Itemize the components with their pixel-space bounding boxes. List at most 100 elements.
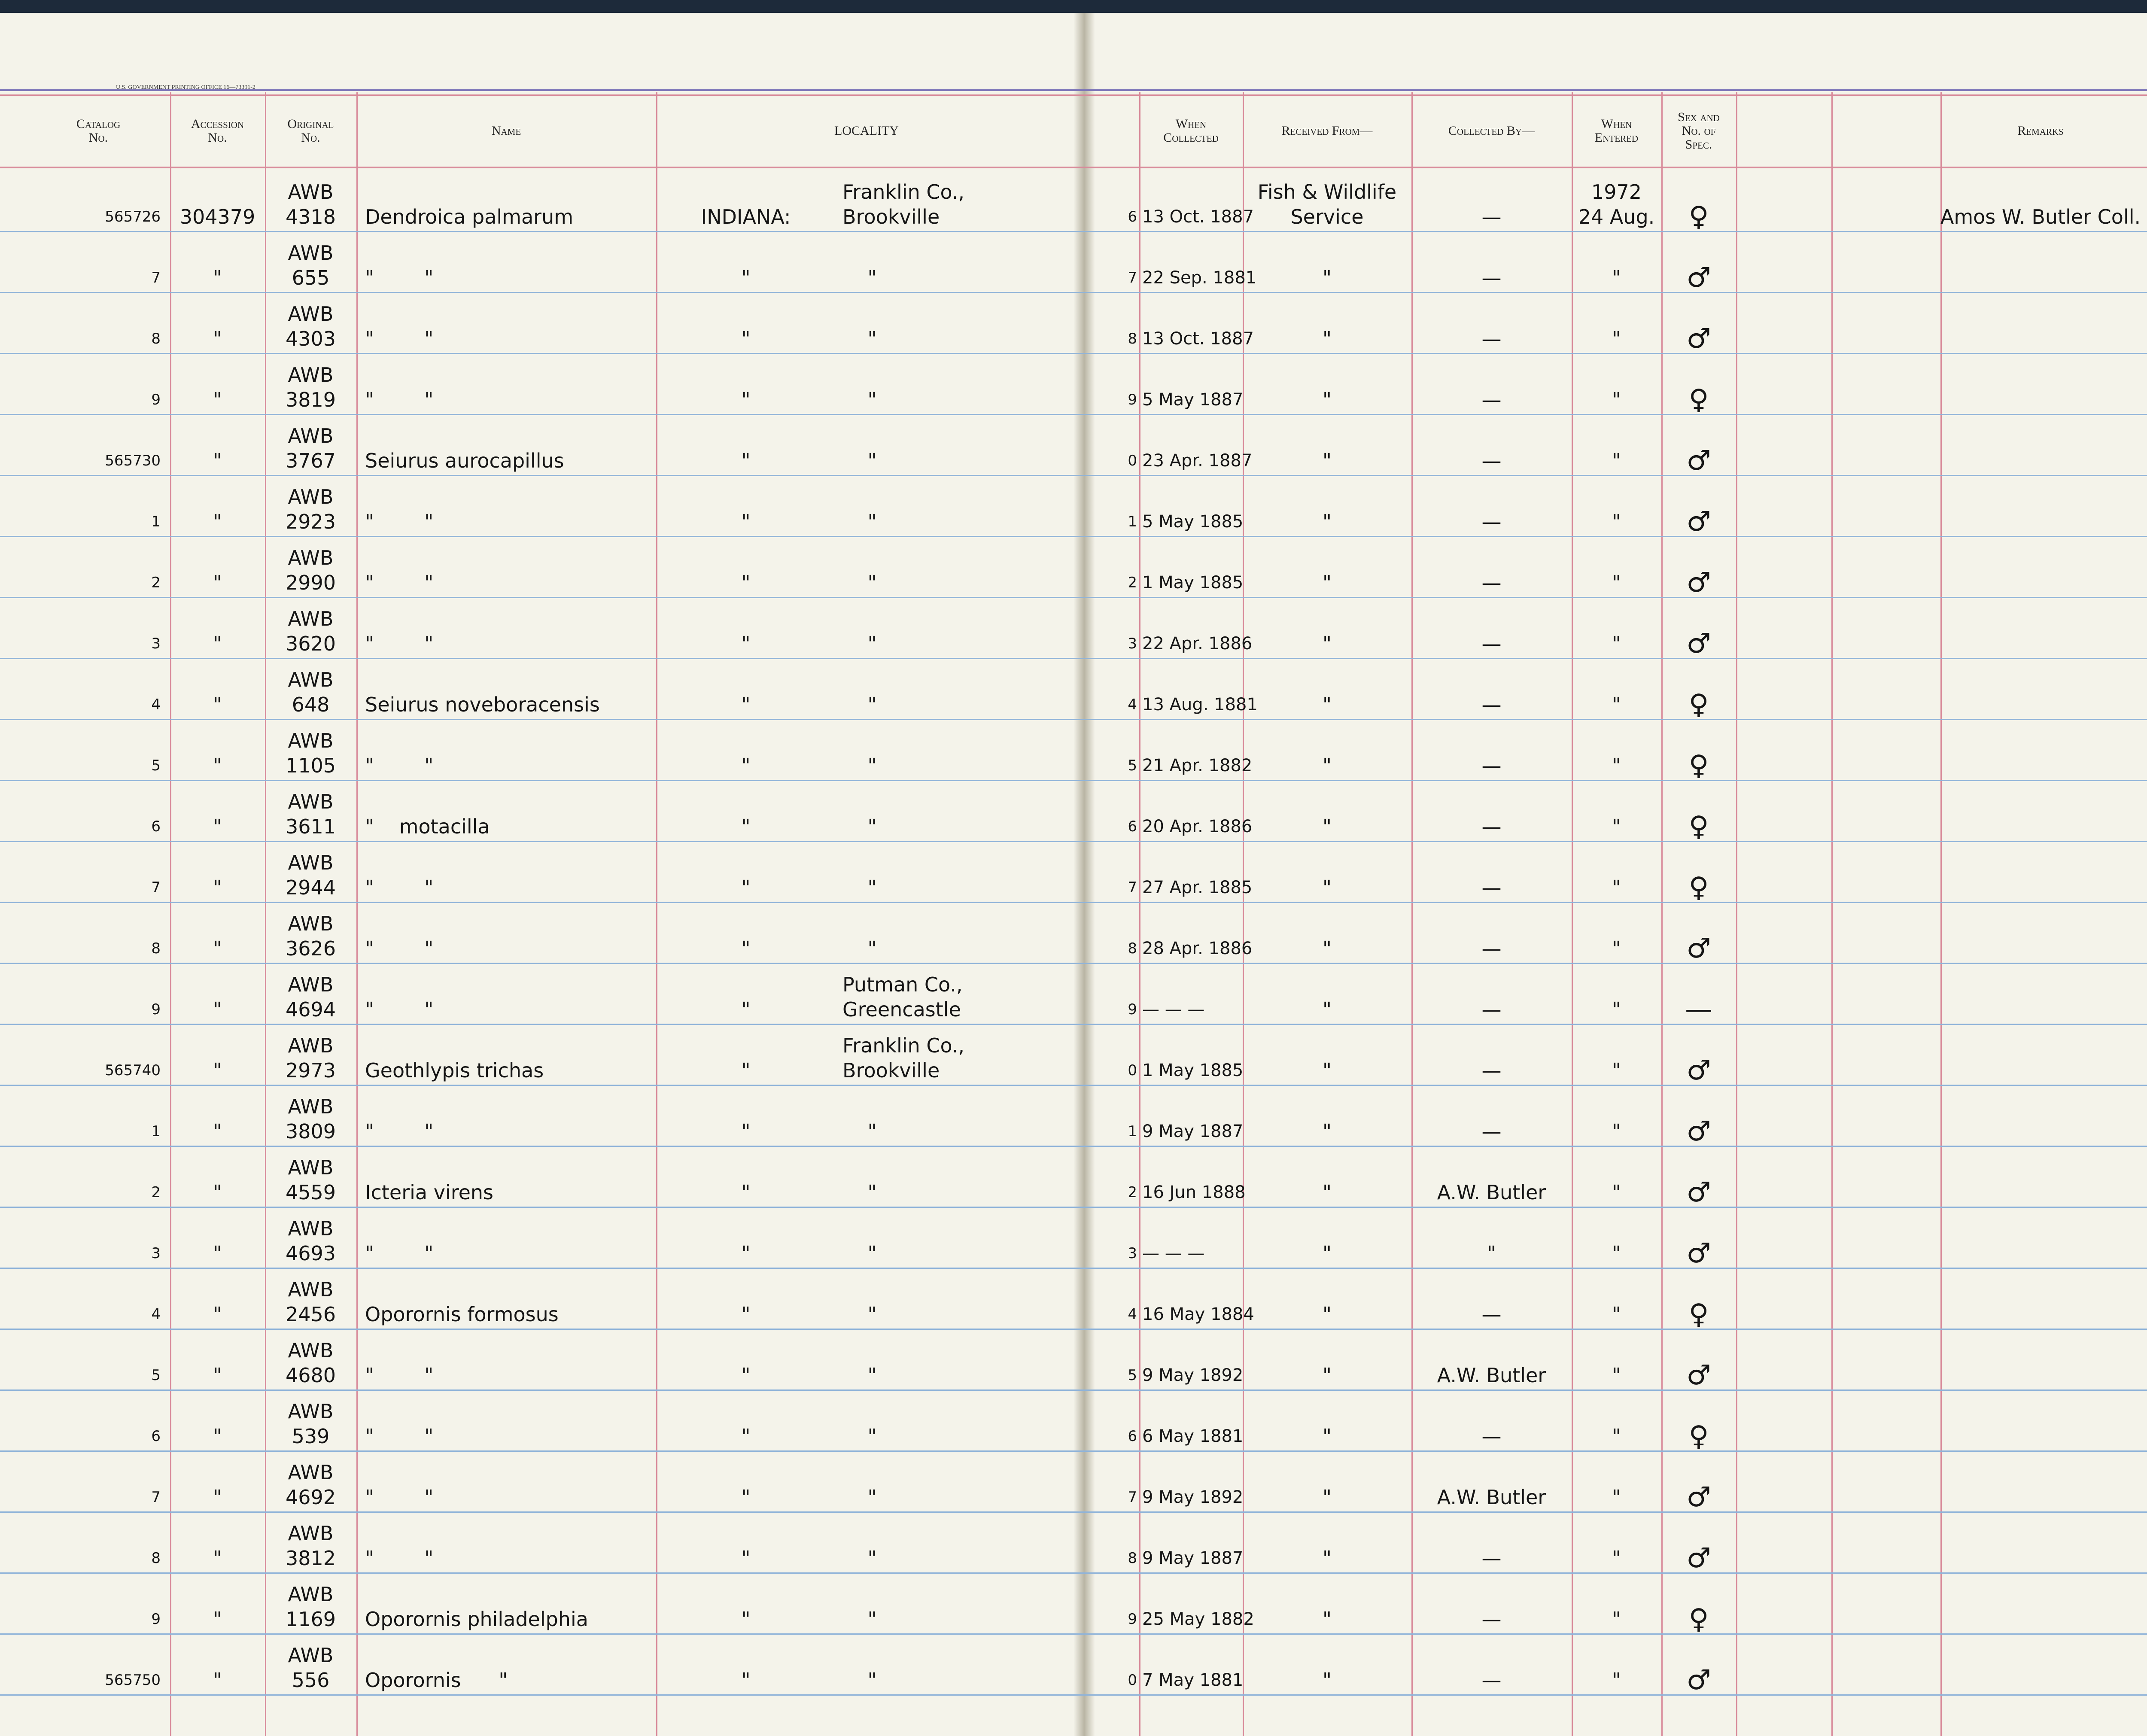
cell-loc-b: ": [842, 479, 1074, 534]
cell-text: ": [741, 1547, 751, 1570]
cell-text: 22 Sep. 1881: [1142, 268, 1257, 288]
cell-entered: ": [1572, 784, 1661, 839]
cell-sex: ♂: [1661, 1638, 1736, 1694]
cell-entered: ": [1572, 1516, 1661, 1571]
cell-collected: 9 May 1892: [1142, 1455, 1245, 1510]
cell-text: 7: [1128, 269, 1137, 286]
cell-accession: 304379: [170, 174, 265, 229]
cell-text: Amos W. Butler Coll.: [1940, 205, 2141, 228]
cell-text: 2: [151, 574, 161, 591]
cell-accession: ": [170, 1638, 265, 1693]
cell-text: ": [842, 815, 877, 838]
cell-collector: —: [1411, 906, 1572, 961]
cell-entered: ": [1572, 1211, 1661, 1266]
cell-loc-a: ": [670, 662, 822, 717]
cell-catalog: 565740: [27, 1028, 161, 1083]
cell-text: ": [842, 327, 877, 350]
cell-text: ": [741, 937, 751, 960]
cell-text: ": [213, 1059, 222, 1082]
cell-text: ": [1612, 571, 1621, 594]
cell-text: 8: [1128, 940, 1137, 957]
cell-original: AWB 1169: [265, 1577, 356, 1632]
cell-entered: ": [1572, 479, 1661, 534]
header-rule: [0, 167, 2147, 168]
cell-text: ": [1612, 1364, 1621, 1387]
cell-text: AWB 2923: [285, 485, 336, 533]
cell-text: ♂: [1686, 1481, 1711, 1513]
cell-name: " ": [365, 1333, 661, 1388]
cell-entered: ": [1572, 418, 1661, 473]
cell-text: —: [1481, 693, 1502, 716]
cell-text: ": [842, 449, 877, 472]
cell-text: 7: [151, 879, 161, 896]
cell-text: ": [1612, 1120, 1621, 1143]
cell-sex: ♀: [1661, 357, 1736, 413]
cell-entered: ": [1572, 906, 1661, 961]
cell-text: ": [213, 632, 222, 655]
cell-loc-b: ": [842, 1394, 1074, 1449]
cell-loc-b: ": [842, 1577, 1074, 1632]
cell-text: AWB 3620: [285, 607, 336, 655]
cell-remarks: Amos W. Butler Coll.: [1940, 174, 2141, 229]
cell-collector: —: [1411, 1272, 1572, 1327]
cell-received: ": [1243, 357, 1411, 412]
cell-entered: ": [1572, 1333, 1661, 1388]
cell-collected: 9 May 1887: [1142, 1089, 1245, 1144]
cell-original: AWB 655: [265, 235, 356, 290]
cell-text: ": [741, 1425, 751, 1448]
cell-text: ": [741, 1303, 751, 1326]
column-header: When Entered: [1594, 117, 1639, 145]
cell-text: Seiurus aurocapillus: [365, 449, 564, 472]
cell-collected: 16 May 1884: [1142, 1272, 1254, 1327]
cell-text: ": [741, 632, 751, 655]
cell-text: 5: [1128, 1367, 1137, 1384]
cell-text: ": [842, 1364, 877, 1387]
cell-name: Oporornis philadelphia: [365, 1577, 661, 1632]
cell-text: 9: [151, 1001, 161, 1018]
cell-text: 6: [151, 1428, 161, 1445]
cell-text: " ": [365, 1486, 434, 1509]
column-header: LOCALITY: [834, 124, 899, 138]
cell-text: ": [1612, 388, 1621, 411]
left-page: [0, 13, 1078, 1736]
cell-name: Icteria virens: [365, 1150, 661, 1205]
cell-text: ": [1322, 571, 1332, 594]
cell-loc-b: ": [842, 357, 1074, 412]
cell-collected: — — —: [1142, 1211, 1245, 1266]
cell-collected: 1 May 1885: [1142, 1028, 1245, 1083]
cell-collected: 9 May 1887: [1142, 1516, 1245, 1571]
cell-catalog: 6: [27, 1394, 161, 1449]
cell-text: " motacilla: [365, 815, 490, 838]
cell-received: ": [1243, 1455, 1411, 1510]
gutter: [1074, 13, 1095, 1736]
cell-name: " ": [365, 906, 661, 961]
cell-catalog: 8: [27, 296, 161, 351]
cell-original: AWB 3767: [265, 418, 356, 473]
row-rule: [0, 841, 2147, 842]
cell-entered: ": [1572, 1638, 1661, 1693]
cell-name: Seiurus noveboracensis: [365, 662, 661, 717]
cell-received: ": [1243, 967, 1411, 1022]
cell-collector: —: [1411, 601, 1572, 656]
cell-text: AWB 4559: [285, 1156, 336, 1204]
row-rule: [0, 1146, 2147, 1147]
cell-text: AWB 3767: [285, 424, 336, 472]
cell-loc-b: Franklin Co., Brookville: [842, 1028, 1074, 1083]
cell-text: Franklin Co., Brookville: [842, 1034, 965, 1082]
cell-text: AWB 2456: [285, 1278, 336, 1326]
cell-text: ♂: [1686, 1237, 1711, 1269]
cell-text: AWB 3611: [285, 790, 336, 838]
column-header: Received From—: [1281, 124, 1373, 138]
cell-text: ": [741, 1059, 751, 1082]
cell-catalog: 3: [27, 601, 161, 656]
cell-text: 23 Apr. 1887: [1142, 451, 1253, 471]
cell-text: ♂: [1686, 323, 1711, 355]
cell-text: ": [842, 1242, 877, 1265]
cell-received: ": [1243, 1516, 1411, 1571]
cell-text: Fish & Wildlife Service: [1257, 180, 1397, 228]
cell-loc-a: ": [670, 723, 822, 778]
cell-text: ": [213, 1669, 222, 1692]
cell-collector: —: [1411, 235, 1572, 290]
cell-text: ": [213, 876, 222, 899]
cell-line: 3: [1099, 601, 1137, 656]
